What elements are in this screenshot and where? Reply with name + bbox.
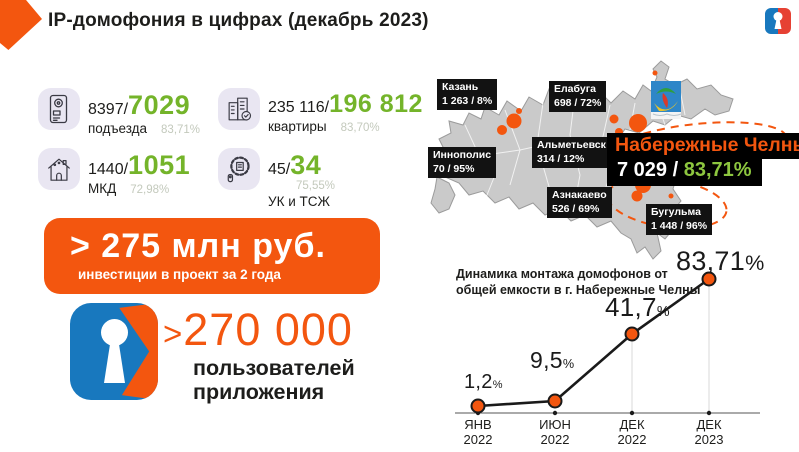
page-title: IP-домофония в цифрах (декабрь 2023): [48, 10, 429, 31]
gear-building-icon: [218, 148, 260, 190]
city-name: Азнакаево: [552, 189, 607, 201]
users-count-value: 270 000: [183, 304, 353, 355]
city-label-kazan: Казань 1 263 / 8%: [437, 79, 498, 111]
investment-banner: > 275 млн руб. инвестиции в проект за 2 …: [44, 218, 380, 294]
chart-title-line2: общей емкости в г. Набережные Челны: [456, 283, 701, 298]
axis-tick-dot: [706, 410, 712, 416]
tick-label: ЯНВ 2022: [464, 417, 493, 447]
city-marker: [629, 114, 647, 132]
point-value-label: 9,5%: [530, 347, 575, 373]
point-value-label: 41,7%: [605, 292, 670, 322]
stat-label: квартиры: [268, 119, 327, 134]
data-point: [701, 271, 717, 287]
city-name: Бугульма: [651, 206, 701, 218]
stat-label: МКД: [88, 181, 117, 196]
axis-tick-dot: [552, 410, 558, 416]
stat-label: УК и ТСЖ: [268, 193, 330, 209]
chart-line: [477, 277, 710, 408]
stat-total: 8397/: [88, 101, 129, 118]
city-label-innopolis: Иннополис 70 / 95%: [428, 147, 497, 179]
city-marker: [497, 125, 507, 135]
city-name: Казань: [442, 81, 479, 93]
stat-entrances: 8397/7029 подъезда 83,71%: [38, 88, 200, 136]
tick-label: ИЮН 2022: [539, 417, 571, 447]
percent-sign: %: [745, 250, 765, 275]
stat-percent: 72,98%: [130, 184, 170, 196]
chart-title-line1: Динамика монтажа домофонов от: [456, 267, 668, 281]
stat-total: 45/: [268, 161, 291, 178]
brand-logo-icon: [765, 8, 791, 34]
stat-total: 1440/: [88, 161, 129, 178]
stat-percent: 83,71%: [161, 124, 201, 136]
city-stats: 526 / 69%: [552, 202, 600, 215]
map-southwest-fragment: [430, 176, 456, 214]
city-stats: 70 / 95%: [433, 162, 475, 175]
users-label-line1: пользователей: [193, 356, 355, 381]
corner-accent-shape: [0, 0, 42, 50]
city-marker: [631, 190, 643, 202]
city-marker: [652, 70, 658, 76]
stat-percent: 83,70%: [340, 122, 380, 134]
stat-value: 196 812: [329, 90, 423, 118]
region-map: Казань 1 263 / 8% Елабуга 698 / 72% Инно…: [425, 55, 799, 265]
city-marker: [516, 108, 522, 114]
city-label-aznakaevo: Азнакаево 526 / 69%: [547, 187, 612, 219]
stat-total: 235 116/: [268, 99, 330, 116]
stat-label: подъезда: [88, 121, 148, 136]
city-stats: 698 / 72%: [554, 96, 602, 109]
investment-caption: инвестиции в проект за 2 года: [78, 267, 281, 282]
percent-sign: %: [492, 379, 503, 391]
highlight-count: 7 029 /: [617, 159, 684, 181]
dynamics-chart: ЯНВ 2022 ИЮН 2022 ДЕК 2022 ДЕК 2023 Динамика мо…: [448, 246, 778, 450]
intercom-panel-icon: [38, 88, 80, 130]
data-point: [547, 393, 563, 409]
keyhole-icon: [773, 12, 783, 21]
keyhole-stem: [104, 341, 125, 383]
city-marker: [668, 193, 674, 199]
city-stats: 1 448 / 96%: [651, 219, 708, 232]
point-value-label: 83,71%: [676, 246, 765, 276]
city-name: Альметьевск: [537, 139, 606, 151]
users-label-line2: приложения: [193, 380, 325, 405]
city-name: Елабуга: [554, 83, 596, 95]
stat-value: 1051: [128, 150, 191, 180]
stat-value: 7029: [128, 90, 191, 120]
data-point: [470, 398, 486, 414]
city-marker: [506, 113, 522, 129]
stat-buildings: 1440/1051 МКД 72,98%: [38, 148, 190, 196]
investment-amount: > 275 млн руб.: [70, 227, 326, 265]
city-marker: [609, 114, 619, 124]
city-stats: 314 / 12%: [537, 152, 585, 165]
app-logo-icon: [70, 303, 158, 400]
app-users-block: >270 000 пользователей приложения: [163, 306, 355, 404]
point-value-label: 1,2%: [464, 371, 503, 393]
chart-canvas: ЯНВ 2022 ИЮН 2022 ДЕК 2022 ДЕК 2023: [455, 271, 760, 447]
stat-percent: 75,55%: [296, 180, 336, 192]
greater-than-sign: >: [163, 315, 184, 352]
stat-management-companies: 45/34 75,55% УК и ТСЖ: [218, 148, 335, 209]
tick-label: ДЕК 2022: [618, 417, 647, 447]
highlight-percent: 83,71%: [683, 159, 752, 181]
data-point: [624, 326, 640, 342]
city-label-elabuga: Елабуга 698 / 72%: [549, 81, 607, 113]
building-icon: [218, 88, 260, 130]
highlight-city-name: Набережные Челны: [607, 133, 799, 159]
city-label-bugulma: Бугульма 1 448 / 96%: [646, 204, 713, 236]
city-label-almetyevsk: Альметьевск 314 / 12%: [532, 137, 611, 169]
city-stats: 1 263 / 8%: [442, 94, 493, 107]
stat-value: 34: [290, 150, 322, 180]
house-icon: [38, 148, 80, 190]
users-count: >270 000: [163, 306, 355, 353]
city-name: Иннополис: [433, 149, 492, 161]
coat-of-arms-icon: [651, 81, 682, 119]
percent-sign: %: [656, 304, 670, 320]
axis-tick-dot: [629, 410, 635, 416]
chart-title: Динамика монтажа домофонов от общей емко…: [456, 266, 700, 299]
stat-apartments: 235 116/196 812 квартиры 83,70%: [218, 88, 423, 134]
keyhole-stem: [774, 19, 782, 29]
percent-sign: %: [562, 357, 575, 371]
highlight-city-stats: 7 029 / 83,71%: [607, 157, 762, 186]
tick-label: ДЕК 2023: [695, 417, 724, 447]
